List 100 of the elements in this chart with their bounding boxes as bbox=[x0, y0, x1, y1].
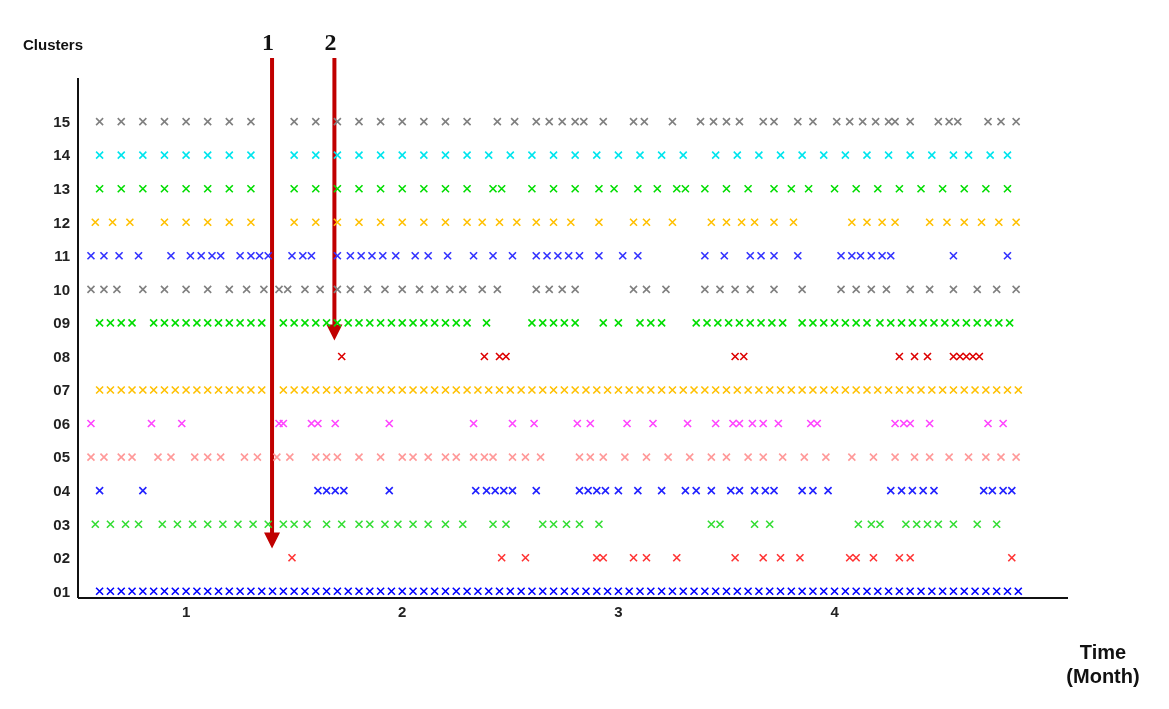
point bbox=[397, 452, 407, 462]
point bbox=[354, 217, 364, 227]
y-tick-label: 09 bbox=[53, 314, 70, 332]
point bbox=[378, 251, 388, 261]
point bbox=[311, 150, 321, 160]
point bbox=[882, 285, 891, 294]
point bbox=[488, 519, 498, 529]
point bbox=[462, 184, 472, 194]
point bbox=[758, 553, 768, 563]
point bbox=[549, 184, 558, 194]
x-tick-label: 4 bbox=[830, 602, 840, 620]
point bbox=[181, 217, 191, 227]
point bbox=[683, 419, 692, 428]
point bbox=[408, 519, 418, 529]
point bbox=[493, 285, 502, 294]
point bbox=[166, 452, 176, 462]
point bbox=[566, 217, 576, 227]
point bbox=[722, 117, 731, 126]
point bbox=[1011, 452, 1021, 462]
point bbox=[203, 217, 212, 227]
point bbox=[462, 117, 472, 126]
point bbox=[181, 117, 191, 126]
y-tick-label: 13 bbox=[53, 180, 70, 198]
point bbox=[910, 352, 919, 361]
point bbox=[709, 117, 718, 126]
point bbox=[614, 486, 623, 495]
point bbox=[542, 251, 552, 261]
point bbox=[354, 150, 364, 160]
point bbox=[994, 217, 1004, 227]
x-tick-label: 3 bbox=[614, 602, 623, 620]
point bbox=[246, 217, 256, 227]
point bbox=[116, 452, 126, 462]
point bbox=[910, 452, 919, 462]
point bbox=[408, 452, 418, 462]
point bbox=[776, 553, 785, 563]
point bbox=[441, 150, 450, 160]
point bbox=[246, 184, 256, 194]
point bbox=[235, 251, 245, 261]
point bbox=[116, 150, 126, 160]
point bbox=[225, 184, 234, 194]
point bbox=[544, 117, 554, 126]
point bbox=[1003, 150, 1012, 160]
point bbox=[949, 519, 958, 529]
point bbox=[557, 285, 567, 294]
point bbox=[745, 285, 755, 294]
point bbox=[592, 150, 602, 160]
point bbox=[138, 486, 148, 495]
point bbox=[700, 184, 710, 194]
point bbox=[134, 251, 143, 261]
point bbox=[847, 452, 857, 462]
point bbox=[938, 184, 947, 194]
point bbox=[998, 419, 1008, 428]
point bbox=[181, 184, 191, 194]
point bbox=[451, 452, 461, 462]
point bbox=[274, 419, 284, 428]
y-tick-label: 01 bbox=[53, 582, 70, 600]
point bbox=[363, 285, 372, 294]
point bbox=[445, 285, 455, 294]
point bbox=[707, 452, 716, 462]
point bbox=[992, 285, 1001, 294]
point bbox=[964, 150, 973, 160]
point bbox=[735, 117, 744, 126]
point bbox=[121, 519, 130, 529]
point bbox=[508, 452, 517, 462]
point bbox=[116, 184, 126, 194]
point bbox=[748, 419, 757, 428]
point bbox=[397, 217, 407, 227]
point bbox=[959, 184, 969, 194]
point bbox=[570, 150, 580, 160]
point bbox=[367, 251, 377, 261]
point bbox=[972, 285, 982, 294]
point bbox=[138, 184, 148, 194]
point bbox=[836, 251, 846, 261]
point bbox=[95, 486, 104, 495]
point bbox=[112, 285, 122, 294]
point bbox=[985, 150, 995, 160]
point bbox=[707, 217, 716, 227]
point bbox=[248, 519, 258, 529]
point bbox=[730, 285, 740, 294]
point bbox=[890, 452, 900, 462]
point bbox=[916, 184, 926, 194]
point bbox=[635, 150, 645, 160]
point bbox=[575, 519, 584, 529]
point bbox=[774, 419, 783, 428]
y-tick-label: 05 bbox=[53, 448, 70, 466]
point bbox=[722, 184, 731, 194]
point bbox=[862, 150, 872, 160]
point bbox=[99, 285, 109, 294]
point bbox=[897, 486, 906, 495]
text: 1 bbox=[262, 29, 275, 55]
point bbox=[333, 150, 342, 160]
point bbox=[337, 519, 347, 529]
point bbox=[629, 117, 638, 126]
point bbox=[575, 452, 584, 462]
point bbox=[521, 452, 530, 462]
point bbox=[529, 419, 539, 428]
point bbox=[691, 486, 701, 495]
point bbox=[287, 251, 297, 261]
point bbox=[272, 452, 282, 462]
point bbox=[668, 217, 677, 227]
